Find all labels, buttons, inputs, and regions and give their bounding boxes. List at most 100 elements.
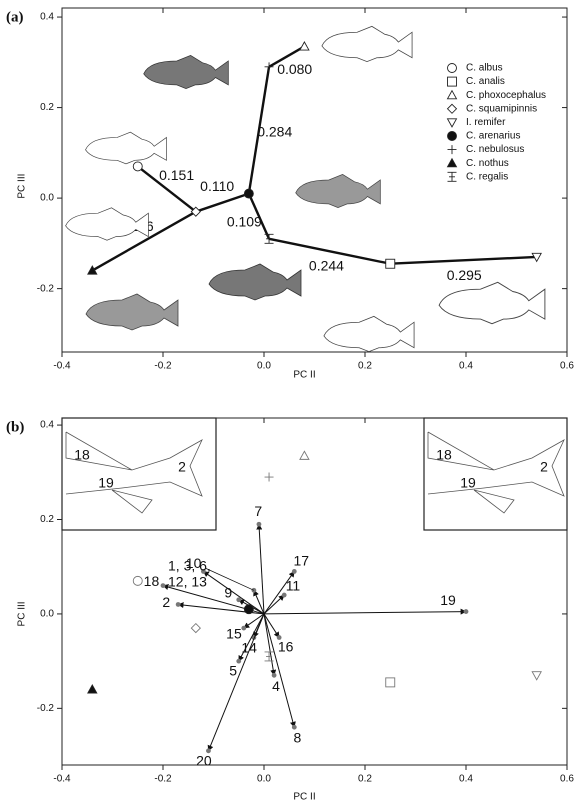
point	[532, 672, 541, 680]
panel-label: (b)	[6, 419, 24, 435]
x-axis-label: PC II	[293, 370, 315, 381]
y-tick-label: -0.2	[37, 703, 55, 714]
legend-marker	[448, 64, 457, 73]
vector-label: 18	[144, 573, 160, 589]
figure: (a) PC II PC III -0.4 -0.2 0.0 0.2 0.4 0.6 -0.2 0.…	[0, 0, 579, 808]
edge-length-label: 0.244	[309, 258, 344, 274]
vector-tip	[464, 609, 469, 614]
y-tick-label: 0.2	[40, 514, 54, 525]
x-tick-label: 0.2	[358, 361, 372, 372]
x-tick-label: 0.4	[459, 361, 473, 372]
tree-edge	[196, 194, 249, 212]
legend-label: C. analis	[466, 76, 505, 87]
y-axis-label: PC III	[17, 601, 28, 626]
fish-drawing	[144, 55, 229, 88]
y-tick-label: 0.4	[40, 12, 54, 23]
legend-label: C. arenarius	[466, 131, 520, 142]
legend-label: C. regalis	[466, 171, 508, 182]
vector-label: 1, 3, 6,	[168, 558, 211, 574]
vector-tip	[176, 602, 181, 607]
x-tick-label: -0.4	[53, 774, 71, 785]
vector-label: 7	[254, 503, 262, 519]
loading-vector	[264, 612, 466, 614]
edge-length-label: 0.284	[257, 123, 292, 139]
fish-drawing	[86, 294, 178, 330]
legend-marker	[448, 145, 457, 154]
legend-marker	[448, 104, 457, 113]
loading-vector	[264, 595, 284, 614]
legend-label: C. albus	[466, 63, 503, 74]
x-tick-label: -0.2	[154, 774, 172, 785]
vector-tip	[241, 626, 246, 631]
vector-label: 17	[293, 552, 309, 568]
point	[88, 685, 97, 693]
legend-label: C. nebulosus	[466, 144, 524, 155]
legend-label: I. remifer	[466, 117, 506, 128]
point	[265, 652, 274, 661]
vector-label: 5	[229, 662, 237, 678]
legend-marker	[448, 77, 457, 86]
x-axis-label: PC II	[293, 792, 315, 803]
y-tick-label: 0.4	[40, 420, 54, 431]
vector-tip	[236, 659, 241, 664]
edge-length-label: 0.295	[447, 267, 482, 283]
loading-vector	[259, 524, 264, 614]
vector-label: 12, 13	[168, 574, 207, 590]
edge-length-label: 0.110	[200, 178, 234, 194]
inset-label: 2	[540, 459, 548, 475]
y-axis-label: PC III	[17, 174, 28, 199]
x-tick-label: 0.6	[560, 361, 574, 372]
legend-label: C. phoxocephalus	[466, 90, 546, 101]
inset-label: 2	[178, 459, 186, 475]
point	[244, 189, 253, 198]
inset-label: 18	[74, 447, 90, 463]
point	[300, 42, 309, 50]
point	[191, 624, 200, 633]
y-tick-label: 0.0	[40, 193, 54, 204]
y-tick-label: 0.0	[40, 609, 54, 620]
vector-tip	[257, 522, 262, 527]
edge-length-label: 0.109	[227, 213, 262, 229]
y-tick-label: 0.2	[40, 102, 54, 113]
vector-label: 8	[294, 730, 302, 746]
legend-label: C. squamipinnis	[466, 103, 537, 114]
tree-edge	[390, 257, 536, 264]
legend-marker	[448, 91, 457, 99]
fish-drawing	[322, 26, 412, 61]
legend-label: C. nothus	[466, 158, 509, 169]
vector-label: 2	[162, 594, 170, 610]
vector-label: 4	[272, 678, 280, 694]
vector-tip	[292, 569, 297, 574]
legend-marker	[448, 132, 457, 141]
panel-label: (a)	[6, 9, 24, 25]
point	[386, 259, 395, 268]
legend-marker	[448, 172, 457, 181]
legend-marker	[448, 119, 457, 127]
point	[386, 678, 395, 687]
vector-label: 19	[440, 592, 456, 608]
y-tick-label: -0.2	[37, 283, 55, 294]
legend-marker	[448, 159, 457, 167]
x-tick-label: 0.0	[257, 774, 271, 785]
edge-length-label: 0.080	[277, 61, 312, 77]
x-tick-label: -0.2	[154, 361, 172, 372]
x-tick-label: -0.4	[53, 361, 71, 372]
point	[244, 605, 253, 614]
inset-label: 19	[98, 475, 114, 491]
vector-tip	[161, 583, 166, 588]
vector-label: 11	[286, 578, 301, 594]
vector-label: 20	[196, 753, 212, 769]
fish-drawing	[66, 208, 149, 240]
fish-drawing	[296, 174, 381, 207]
fish-drawing	[439, 282, 545, 323]
x-tick-label: 0.0	[257, 361, 271, 372]
inset-label: 19	[460, 475, 476, 491]
edge-length-label: 0.151	[159, 167, 194, 183]
x-tick-label: 0.4	[459, 774, 473, 785]
fish-drawing	[86, 132, 167, 164]
vector-label: 15	[226, 626, 242, 642]
point	[265, 473, 274, 482]
vector-tip	[236, 597, 241, 602]
vector-label: 16	[278, 638, 294, 654]
fish-drawing	[209, 264, 301, 300]
